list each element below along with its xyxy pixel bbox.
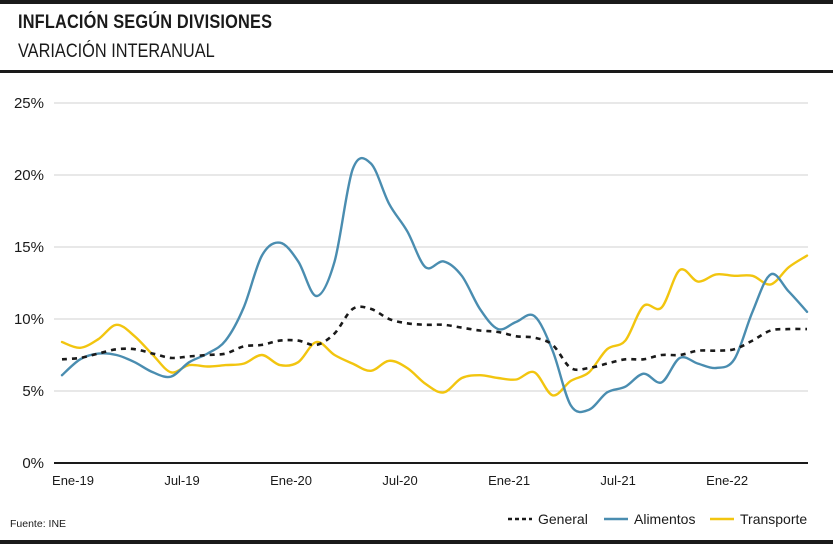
y-axis-ticks: 0% 5% 10% 15% 20% 25% (14, 95, 44, 472)
y-tick-label: 5% (22, 383, 44, 400)
bottom-border (0, 540, 833, 544)
header-divider (0, 70, 833, 73)
top-border (0, 0, 833, 4)
x-tick-label: Jul-20 (382, 473, 417, 488)
y-tick-label: 0% (22, 455, 44, 472)
y-tick-label: 25% (14, 95, 44, 112)
chart-title: INFLACIÓN SEGÚN DIVISIONES (18, 12, 273, 33)
series-line-general (61, 305, 808, 372)
x-tick-label: Jul-19 (164, 473, 199, 488)
legend-label-transporte: Transporte (740, 511, 807, 527)
x-tick-label: Ene-19 (52, 473, 94, 488)
x-axis-ticks: Ene-19 Jul-19 Ene-20 Jul-20 Ene-21 Jul-21 Ene-… (52, 473, 748, 488)
legend-label-general: General (538, 511, 588, 527)
y-tick-label: 15% (14, 239, 44, 256)
series-line-alimentos (60, 156, 809, 414)
x-tick-label: Ene-20 (270, 473, 312, 488)
series-group (60, 156, 809, 414)
legend: General Alimentos Transporte (508, 511, 807, 527)
y-tick-label: 20% (14, 167, 44, 184)
legend-label-alimentos: Alimentos (634, 511, 695, 527)
y-tick-label: 10% (14, 311, 44, 328)
x-tick-label: Ene-22 (706, 473, 748, 488)
x-tick-label: Ene-21 (488, 473, 530, 488)
grid-lines (54, 102, 808, 392)
x-tick-label: Jul-21 (600, 473, 635, 488)
source-note: Fuente: INE (10, 518, 67, 530)
series-line-transporte (60, 254, 809, 397)
chart-subtitle: VARIACIÓN INTERANUAL (18, 41, 215, 62)
